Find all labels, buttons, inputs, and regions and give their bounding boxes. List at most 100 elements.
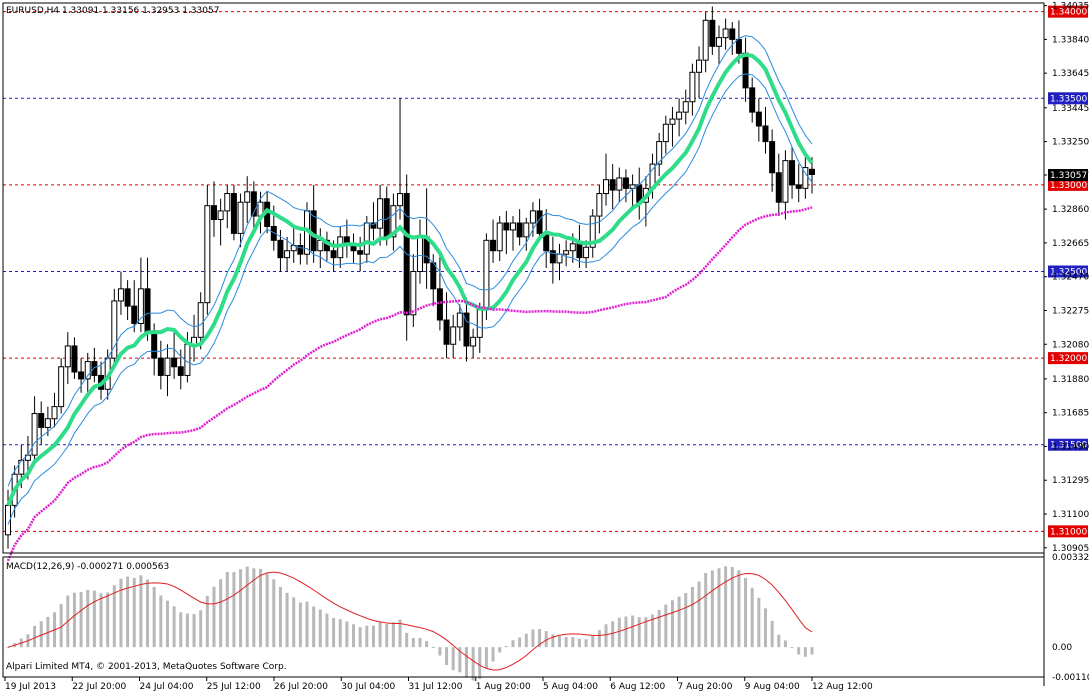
candle-body — [742, 52, 749, 89]
macd-bar — [179, 612, 183, 648]
macd-bar — [744, 577, 748, 648]
macd-bar — [717, 568, 721, 648]
macd-bar — [684, 592, 688, 648]
candle-body — [416, 236, 423, 273]
candle-body — [769, 141, 776, 174]
x-tick-label: 30 Jul 04:00 — [341, 682, 395, 692]
macd-bar — [690, 587, 694, 648]
x-tick-label: 1 Aug 20:00 — [476, 682, 531, 692]
candle-body — [509, 222, 516, 231]
magenta-ma-line — [6, 206, 813, 562]
level-tag — [1048, 5, 1088, 18]
y-tick-label: 1.33840 — [1052, 35, 1089, 45]
macd-bar — [205, 595, 209, 648]
candle-body — [390, 205, 397, 238]
level-tag-label: 1.34000 — [1050, 8, 1087, 18]
macd-bar — [378, 621, 382, 648]
candle-body — [729, 28, 736, 40]
y-tick-label: 1.32080 — [1052, 340, 1089, 350]
macd-bar — [657, 609, 661, 648]
macd-y-tick-label: 0.00 — [1052, 643, 1072, 653]
candle-body — [370, 222, 377, 229]
level-tag — [1048, 352, 1088, 365]
chart-symbol-header: EURUSD,H4 1.33091 1.33156 1.32953 1.3305… — [6, 6, 219, 16]
y-tick-label: 1.31295 — [1052, 476, 1089, 486]
candle-body — [596, 193, 603, 217]
candle-body — [151, 331, 158, 359]
macd-bar — [531, 629, 535, 648]
candle-body — [583, 246, 590, 259]
candle-body — [569, 243, 576, 252]
level-tag — [1048, 438, 1088, 451]
macd-bar — [371, 625, 375, 648]
macd-bar — [498, 647, 502, 653]
macd-bar — [232, 572, 236, 648]
macd-bar — [464, 647, 468, 678]
candle-body — [490, 239, 497, 252]
macd-bar — [737, 570, 741, 648]
macd-bar — [278, 587, 282, 648]
macd-bar — [710, 570, 714, 648]
macd-bar — [458, 647, 462, 673]
candle-body — [576, 243, 583, 259]
candle-body — [715, 37, 722, 47]
upper-band-line — [7, 35, 813, 487]
candle-body — [217, 210, 224, 221]
x-tick-label: 25 Jul 12:00 — [207, 682, 261, 692]
candle-body — [529, 210, 536, 224]
macd-bar — [305, 601, 309, 648]
macd-bar — [730, 567, 734, 648]
macd-bar — [770, 620, 774, 648]
y-tick-label: 1.31490 — [1052, 442, 1089, 452]
candle-body — [556, 253, 563, 264]
candle-body — [317, 239, 324, 252]
candle-body — [503, 222, 510, 231]
macd-bar — [292, 597, 296, 648]
macd-bar — [484, 647, 488, 669]
candle-body — [44, 418, 51, 428]
chart-frame — [2, 2, 1045, 686]
macd-bar — [664, 604, 668, 648]
candle-body — [84, 361, 91, 380]
candle-body — [363, 222, 370, 255]
candle-body — [91, 361, 98, 376]
y-tick-label: 1.32470 — [1052, 273, 1089, 283]
macd-bar — [272, 579, 276, 648]
candle-body — [164, 357, 171, 376]
candle-body — [702, 19, 709, 61]
candle-body — [357, 250, 364, 255]
macd-y-tick-label: -0.001105 — [1052, 673, 1089, 683]
candle-body — [297, 245, 304, 255]
candle-body — [171, 357, 178, 368]
macd-bar — [332, 617, 336, 648]
macd-bar — [298, 602, 302, 648]
macd-bar — [631, 615, 635, 648]
macd-bar — [146, 579, 150, 648]
macd-bar — [352, 624, 356, 648]
macd-bar — [425, 641, 429, 648]
macd-bar — [86, 589, 90, 648]
level-tag — [1048, 178, 1088, 191]
macd-bar — [624, 616, 628, 648]
macd-bar — [431, 647, 435, 649]
candle-body — [436, 288, 443, 321]
macd-bar — [564, 637, 568, 648]
macd-bar — [445, 647, 449, 666]
macd-bar — [192, 613, 196, 648]
y-tick-label: 1.32275 — [1052, 306, 1089, 316]
candle-body — [250, 191, 257, 217]
candle-body — [456, 312, 463, 328]
macd-bar — [39, 621, 43, 648]
macd-bar — [165, 600, 169, 648]
macd-bar — [132, 577, 136, 648]
copyright-text: Alpari Limited MT4, © 2001-2013, MetaQuo… — [6, 662, 287, 672]
y-tick-label: 1.33250 — [1052, 138, 1089, 148]
candle-body — [284, 250, 291, 259]
price-panel — [3, 6, 1044, 562]
y-tick-label: 1.32665 — [1052, 239, 1089, 249]
candle-body — [722, 28, 729, 39]
macd-bar — [518, 637, 522, 648]
macd-bar — [538, 629, 542, 648]
macd-bar — [405, 632, 409, 648]
